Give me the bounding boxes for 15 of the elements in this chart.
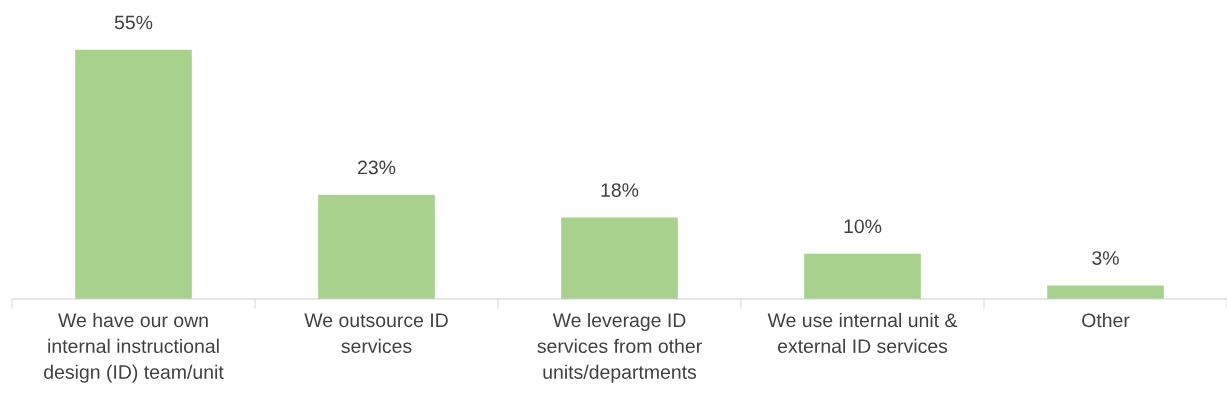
x-tick-label: Other xyxy=(1082,312,1130,328)
data-label: 23% xyxy=(358,160,396,175)
data-label: 3% xyxy=(1092,251,1119,265)
bar xyxy=(75,49,192,299)
data-label: 10% xyxy=(844,219,882,234)
data-label: 18% xyxy=(601,183,639,197)
x-tick-label: We have our own internal instructional design (ID) team/unit xyxy=(44,312,224,383)
x-tick-label: We use internal unit & external ID services xyxy=(767,312,958,354)
x-tick-label: We outsource ID services xyxy=(304,313,448,354)
bar xyxy=(804,253,921,299)
bar xyxy=(318,194,435,299)
data-label: 55% xyxy=(114,15,153,30)
bar xyxy=(1047,285,1164,299)
x-tick-label: We leverage ID services from other units/departments xyxy=(537,312,702,383)
bar xyxy=(561,217,678,299)
